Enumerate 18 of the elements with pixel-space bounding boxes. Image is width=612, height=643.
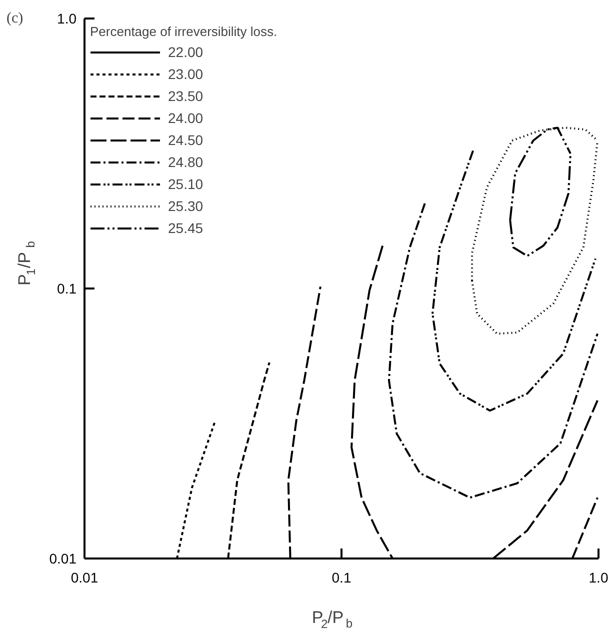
y-tick-label: 0.1 [57, 280, 77, 296]
legend-label: 23.00 [168, 66, 204, 82]
legend-label: 24.50 [168, 132, 204, 148]
y-axis-title: P1/Pb [15, 240, 38, 286]
legend-title: Percentage of irreversibility loss. [90, 24, 278, 39]
legend-label: 25.10 [168, 176, 204, 192]
y-tick-label: 1.0 [57, 10, 77, 26]
x-tick-label: 0.1 [332, 570, 352, 586]
legend-label: 25.45 [168, 220, 204, 236]
legend-label: 23.50 [168, 88, 204, 104]
legend-label: 22.00 [168, 44, 204, 60]
y-tick-label: 0.01 [49, 550, 77, 566]
legend-label: 24.80 [168, 154, 204, 170]
x-tick-label: 0.01 [70, 570, 98, 586]
legend-label: 25.30 [168, 198, 204, 214]
legend-label: 24.00 [168, 110, 204, 126]
x-tick-label: 1.0 [588, 570, 608, 586]
chart-title: (c) [6, 10, 24, 26]
